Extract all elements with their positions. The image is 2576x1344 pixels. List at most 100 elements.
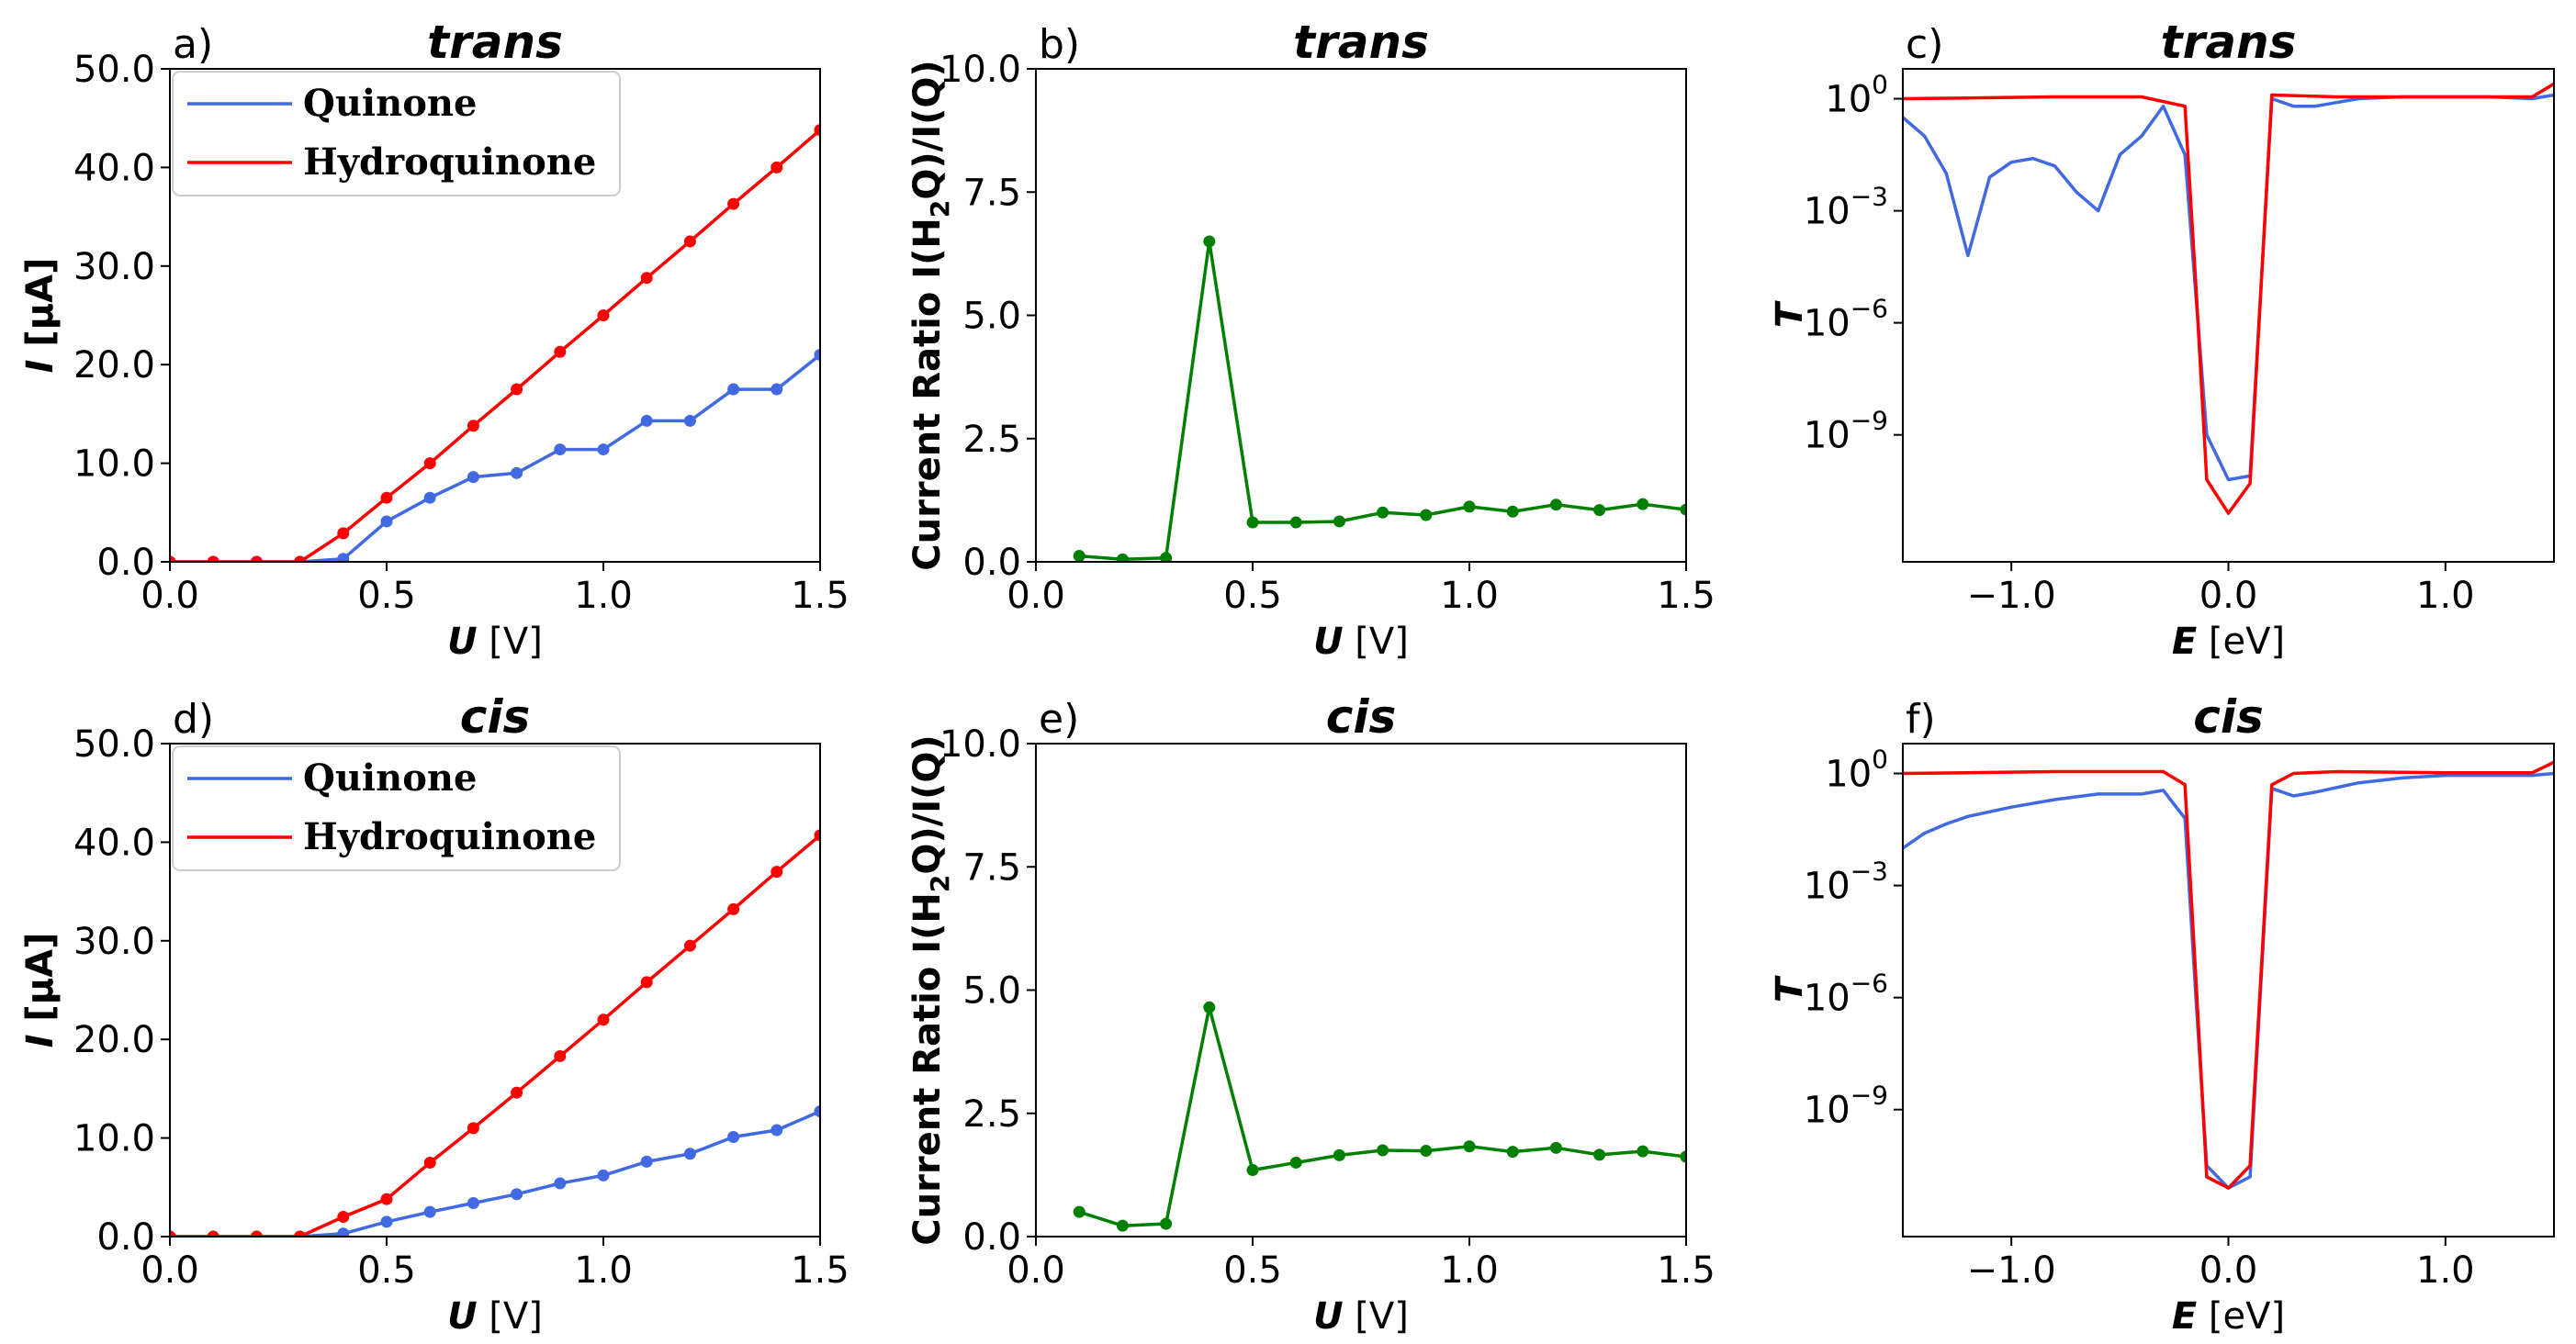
- data-point: [1506, 1146, 1519, 1159]
- series-line-hydroquinone: [1903, 82, 2554, 515]
- legend: Quinone Hydroquinone: [172, 745, 621, 871]
- data-point: [683, 1148, 696, 1160]
- panel-label: e): [1039, 696, 1079, 743]
- series-line-quinone: [1903, 771, 2554, 1190]
- data-point: [337, 1227, 350, 1237]
- x-tick-label: 1.5: [1657, 1249, 1715, 1292]
- legend: Quinone Hydroquinone: [172, 71, 621, 196]
- data-point: [597, 1014, 610, 1026]
- panel-e: e) cis 0.0 0.5 1.0 1.5 0.0 2.5 5.0 7.5 10.0 U [V] Cu…: [906, 690, 1715, 1338]
- axes-frame: [1035, 743, 1687, 1238]
- y-tick-label: 100: [1825, 70, 1888, 121]
- y-tick-label: 30.0: [73, 246, 155, 288]
- data-point: [423, 491, 436, 504]
- data-point: [511, 383, 523, 396]
- panel-c: c) trans −1.0 0.0 1.0 100 10−3 10−6 10−9 E [eV] T: [1769, 16, 2555, 663]
- x-tick-label: 0.5: [1223, 1249, 1282, 1292]
- data-point: [771, 1124, 783, 1137]
- data-point: [1420, 509, 1433, 521]
- data-point: [1246, 516, 1259, 529]
- y-tick-label: 10.0: [939, 723, 1021, 766]
- panel-label: b): [1039, 21, 1080, 68]
- panel-title: cis: [2193, 690, 2264, 744]
- data-point: [554, 345, 567, 358]
- legend-label: Hydroquinone: [303, 140, 596, 184]
- series-line-quinone: [170, 1109, 820, 1237]
- x-tick-label: 1.0: [2416, 1249, 2475, 1292]
- data-point: [1073, 1205, 1086, 1218]
- x-axis-label: U [V]: [447, 621, 543, 663]
- data-point: [1116, 553, 1129, 562]
- data-point: [1593, 504, 1606, 517]
- data-point: [1289, 516, 1302, 529]
- data-point: [597, 309, 610, 321]
- series-line-hydroquinone: [170, 834, 820, 1237]
- panel-title: trans: [1293, 16, 1429, 69]
- x-tick-label: 0.0: [141, 575, 199, 617]
- y-tick-label: 2.5: [962, 419, 1021, 461]
- panel-title: cis: [1326, 690, 1397, 744]
- data-point: [467, 1122, 479, 1135]
- y-axis-label: T: [1769, 975, 1811, 1002]
- data-point: [1463, 1140, 1476, 1153]
- data-point: [423, 457, 436, 470]
- series-line-hydroquinone: [1903, 760, 2554, 1190]
- data-point: [207, 1230, 219, 1237]
- data-point: [597, 443, 610, 456]
- y-tick-label: 7.5: [962, 846, 1021, 889]
- data-point: [1246, 1164, 1259, 1177]
- y-tick-label: 0.0: [96, 542, 155, 584]
- y-tick-label: 10−6: [1804, 294, 1888, 345]
- data-point: [640, 414, 653, 427]
- x-tick-label: 1.0: [1440, 1249, 1499, 1292]
- x-axis-label: E [eV]: [2172, 1295, 2285, 1338]
- panel-title: cis: [460, 690, 531, 744]
- data-point: [380, 1215, 393, 1228]
- panel-d: d) cis 0.0 0.5 1.0 1.5 0.0 10.0 20.0 30.0 40.0 50.0…: [19, 690, 849, 1338]
- data-point: [1333, 515, 1345, 528]
- y-tick-label: 40.0: [73, 822, 155, 864]
- data-point: [771, 866, 783, 879]
- data-point: [727, 197, 740, 210]
- y-tick-label: 20.0: [73, 344, 155, 386]
- data-point: [1377, 1144, 1389, 1157]
- data-point: [727, 902, 740, 915]
- data-point: [337, 553, 350, 562]
- data-point: [1116, 1219, 1129, 1232]
- data-point: [1593, 1148, 1606, 1161]
- x-tick-label: 0.0: [141, 1249, 199, 1292]
- panel-a: a) trans 0.0 0.5 1.0 1.5 0.0 10.0 20.0 30.0 40.0 50…: [19, 16, 849, 663]
- axes-frame: [1902, 743, 2555, 1238]
- y-tick-label: 0.0: [962, 542, 1021, 584]
- x-tick-label: 1.0: [2416, 575, 2475, 617]
- x-axis-label: U [V]: [1313, 1295, 1409, 1338]
- legend-label: Quinone: [303, 756, 477, 800]
- data-point: [294, 555, 307, 562]
- data-point: [554, 443, 567, 456]
- x-tick-label: −1.0: [1967, 575, 2056, 617]
- series-line-hydroquinone: [170, 129, 820, 562]
- panel-title: trans: [427, 16, 563, 69]
- data-point: [727, 1131, 740, 1144]
- data-point: [554, 1049, 567, 1062]
- data-point: [511, 1086, 523, 1099]
- data-point: [511, 466, 523, 479]
- data-point: [294, 1230, 307, 1237]
- data-point: [170, 555, 176, 562]
- y-tick-label: 10.0: [939, 49, 1021, 91]
- data-point: [1680, 1150, 1686, 1163]
- x-axis-label: U [V]: [1313, 621, 1409, 663]
- legend-label: Hydroquinone: [303, 815, 596, 858]
- y-tick-label: 0.0: [96, 1216, 155, 1259]
- data-point: [727, 383, 740, 396]
- series-line-ratio: [1078, 1005, 1686, 1227]
- data-point: [1377, 506, 1389, 519]
- y-tick-label: 7.5: [962, 172, 1021, 214]
- data-point: [1073, 550, 1086, 562]
- data-point: [1680, 503, 1686, 516]
- y-tick-label: 10.0: [73, 1118, 155, 1160]
- x-tick-label: 1.0: [1440, 575, 1499, 617]
- data-point: [1549, 498, 1562, 511]
- data-point: [380, 1193, 393, 1205]
